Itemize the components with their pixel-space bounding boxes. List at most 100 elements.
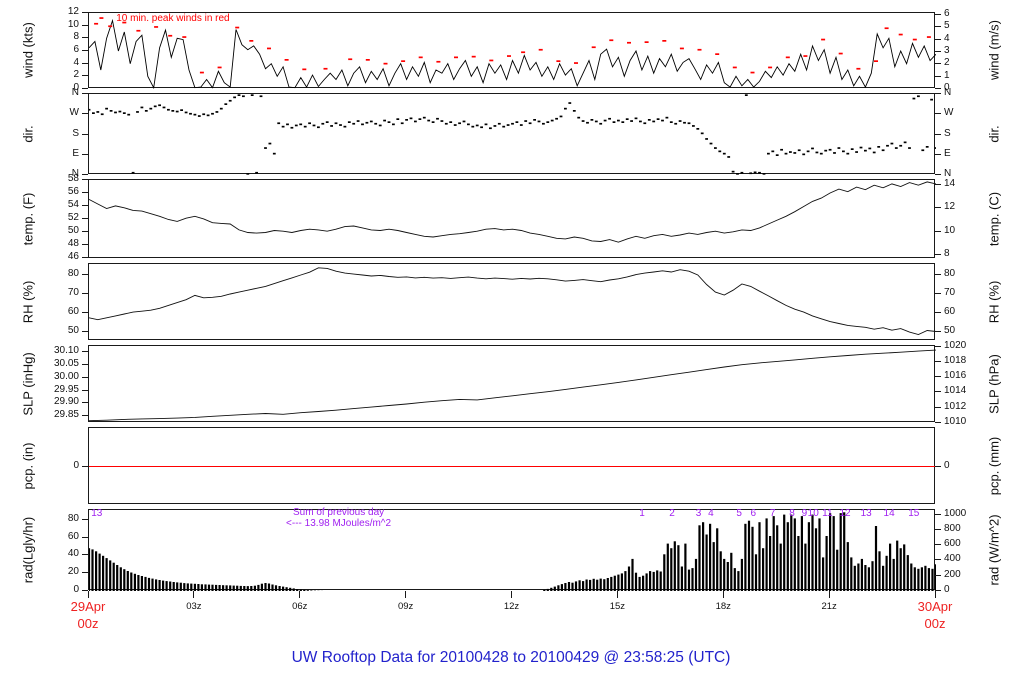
y-tick-label: 14 [944, 178, 956, 190]
y-tick-label: 46 [67, 250, 79, 262]
y-tick-label: 1014 [944, 385, 967, 397]
wind-plot-area [89, 17, 936, 89]
x-tick-mark [722, 591, 724, 598]
rad-annotation: 2 [669, 507, 675, 519]
y-tick-mark [935, 293, 941, 295]
y-tick-label: 50 [67, 325, 79, 337]
y-tick-label: 0 [73, 82, 79, 93]
y-tick-label: 3 [944, 45, 950, 57]
radiation-bars [89, 512, 936, 591]
y-tick-label: 12 [67, 6, 79, 17]
y-tick-label: W [944, 107, 954, 119]
rad-annotation: 13 [91, 507, 103, 519]
x-tick-label: 09z [397, 601, 414, 612]
y-tick-label: 800 [944, 522, 961, 534]
y-tick-label: 200 [944, 568, 961, 580]
y-axis-label-left-temp: temp. (F) [20, 192, 36, 245]
y-tick-mark [82, 293, 88, 295]
y-tick-mark [935, 93, 941, 94]
panel-rad [88, 509, 936, 591]
y-axis-label-left-rad: rad(Lgly/hr) [20, 516, 36, 583]
dir-plot-area [89, 94, 936, 175]
y-tick-mark [935, 254, 941, 256]
y-tick-mark [935, 361, 941, 363]
slp-plot-area [89, 349, 936, 422]
y-tick-mark [82, 217, 88, 219]
wind-annotation: 10 min. peak winds in red [116, 12, 230, 24]
y-tick-mark [935, 590, 941, 591]
y-tick-label: 6 [944, 8, 950, 20]
y-tick-mark [935, 26, 941, 28]
x-axis-start_label: 29Apr 00z [71, 598, 106, 632]
y-tick-mark [82, 415, 88, 417]
y-tick-mark [935, 574, 941, 576]
x-tick-mark [405, 591, 407, 598]
y-tick-label: 70 [67, 287, 79, 299]
y-tick-label: 1 [944, 69, 950, 81]
y-tick-mark [935, 528, 941, 530]
y-tick-label: 1018 [944, 355, 967, 367]
y-tick-label: 0 [73, 584, 79, 595]
x-tick-label: 12z [503, 601, 520, 612]
y-tick-label: 0 [944, 459, 950, 471]
y-tick-label: 1016 [944, 370, 967, 382]
y-tick-label: 30.00 [53, 370, 79, 382]
y-axis-label-right-slp: SLP (hPa) [986, 353, 1002, 414]
y-tick-mark [935, 184, 941, 186]
y-axis-label-right-wind: wind (m/s) [986, 20, 1002, 80]
y-tick-label: 54 [67, 198, 79, 210]
x-tick-label: 15z [609, 601, 626, 612]
y-tick-mark [82, 590, 88, 591]
rad-annotation: 13 [860, 507, 872, 519]
y-tick-mark [82, 465, 88, 467]
x-tick-label: 21z [821, 601, 837, 612]
rad-annotation: 1 [639, 507, 645, 519]
y-tick-label: 12 [944, 201, 956, 213]
y-tick-label: N [71, 87, 79, 98]
y-tick-label: 29.90 [53, 396, 79, 408]
y-axis-label-left-wind: wind (kts) [20, 22, 36, 78]
y-tick-label: 50 [944, 325, 956, 337]
y-axis-label-right-rad: rad (W/m^2) [986, 513, 1002, 586]
temp-plot-area [89, 181, 936, 243]
y-tick-mark [935, 312, 941, 314]
y-tick-mark [82, 12, 88, 13]
y-tick-label: 60 [67, 530, 79, 542]
y-tick-mark [82, 402, 88, 404]
y-tick-label: 1010 [944, 415, 967, 427]
y-tick-label: 1020 [944, 339, 967, 351]
y-tick-mark [935, 421, 941, 423]
x-axis-end_label-line: 30Apr [917, 599, 953, 614]
x-axis-end_label: 30Apr 00z [918, 598, 953, 632]
y-tick-label: 58 [67, 173, 79, 184]
y-tick-label: 1012 [944, 400, 967, 412]
y-tick-label: 4 [73, 56, 79, 68]
panel-temp [88, 179, 936, 258]
y-tick-mark [82, 88, 88, 89]
y-tick-label: 8 [73, 31, 79, 43]
y-axis-label-right-rh: RH (%) [986, 280, 1002, 323]
rad-annotation: <--- 13.98 MJoules/m^2 [286, 518, 392, 530]
pcp-plot-area [89, 466, 936, 467]
y-tick-label: 52 [67, 211, 79, 223]
y-tick-label: 80 [67, 512, 79, 524]
y-tick-mark [935, 274, 941, 276]
y-tick-mark [82, 179, 88, 180]
y-tick-label: 40 [67, 548, 79, 560]
y-tick-mark [82, 93, 88, 94]
y-axis-label-left-slp: SLP (inHg) [20, 351, 36, 416]
y-tick-mark [935, 376, 941, 378]
y-tick-label: 30.05 [53, 357, 79, 369]
panel-slp [88, 345, 936, 422]
y-tick-label: 29.95 [53, 383, 79, 395]
x-tick-mark [193, 591, 195, 598]
y-axis-label-left-pcp: pcp. (in) [20, 442, 36, 489]
x-tick-mark [299, 591, 301, 598]
y-tick-mark [82, 351, 88, 353]
x-axis-start_label-line: 29Apr [70, 599, 106, 614]
y-tick-mark [935, 559, 941, 561]
y-tick-label: 0 [73, 459, 79, 471]
y-tick-label: 80 [944, 268, 956, 280]
x-tick-mark [934, 591, 936, 598]
